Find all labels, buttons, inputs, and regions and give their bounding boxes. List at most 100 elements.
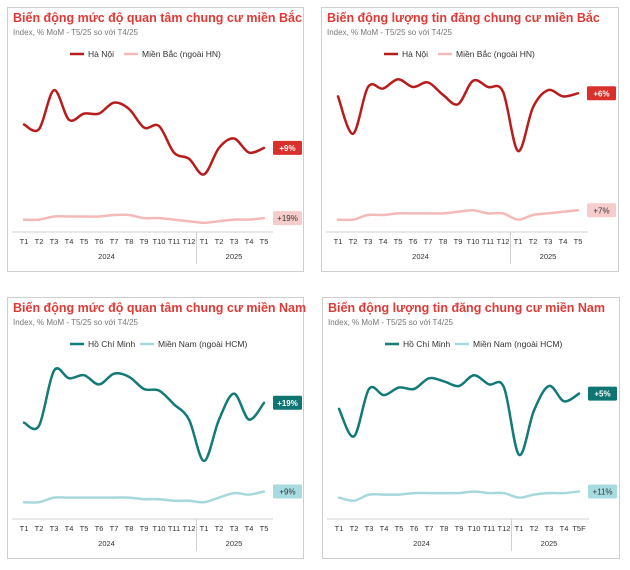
series-line-secondary xyxy=(22,490,266,504)
x-tick-label: T2 xyxy=(35,237,44,246)
value-badge-secondary xyxy=(273,484,302,499)
x-tick-label: T5F xyxy=(572,524,586,533)
chart-title: Biến động lượng tin đăng chung cư miền B… xyxy=(327,11,600,25)
x-tick-label: T10 xyxy=(467,237,480,246)
chart-subtitle: Index, % MoM - T5/25 so với T4/25 xyxy=(13,28,139,37)
x-tick-label: T3 xyxy=(365,524,374,533)
legend-label-primary: Hồ Chí Minh xyxy=(403,339,451,349)
chart-svg: Hồ Chí Minh Miền Nam (ngoài HCM)T1 T2 T3 T4 T… xyxy=(12,339,302,551)
x-tick-label: T3 xyxy=(545,524,554,533)
legend-label-primary: Hà Nội xyxy=(88,49,114,59)
x-tick-label: T6 xyxy=(410,524,419,533)
x-tick-label: T3 xyxy=(230,524,239,533)
chart-title: Biến động lượng tin đăng chung cư miền N… xyxy=(328,301,605,315)
value-badge-primary xyxy=(587,86,616,101)
x-tick-label: T4 xyxy=(560,524,569,533)
series-line-primary xyxy=(22,367,266,463)
x-tick-label: T11 xyxy=(168,237,180,246)
x-tick-label: T4 xyxy=(559,237,568,246)
x-tick-label: T3 xyxy=(544,237,553,246)
x-tick-label: T8 xyxy=(125,524,134,533)
chart-subtitle: Index, % MoM - T5/25 so với T4/25 xyxy=(13,318,139,327)
x-tick-label: T1 xyxy=(20,524,29,533)
year-label: 2025 xyxy=(541,539,558,548)
x-tick-label: T12 xyxy=(183,524,196,533)
x-tick-label: T2 xyxy=(215,524,224,533)
chart-title: Biến động mức độ quan tâm chung cư miền … xyxy=(13,301,307,315)
legend-label-secondary: Miền Nam (ngoài HCM) xyxy=(473,339,562,349)
x-tick-label: T4 xyxy=(245,237,254,246)
chart-subtitle: Index, % MoM - T5/25 so với T4/25 xyxy=(327,28,453,37)
x-tick-label: T7 xyxy=(425,524,434,533)
value-badge-secondary xyxy=(587,203,616,218)
x-tick-label: T9 xyxy=(140,524,149,533)
x-tick-label: T1 xyxy=(334,237,343,246)
x-tick-label: T5 xyxy=(574,237,583,246)
x-tick-label: T10 xyxy=(153,237,166,246)
year-label: 2025 xyxy=(540,252,557,261)
x-tick-label: T4 xyxy=(245,524,254,533)
x-tick-label: T2 xyxy=(215,237,224,246)
value-badge-primary-label: +6% xyxy=(593,89,609,98)
legend-label-secondary: Miền Bắc (ngoài HN) xyxy=(456,49,535,59)
value-badge-secondary-label: +7% xyxy=(593,206,609,215)
x-tick-label: T4 xyxy=(65,237,74,246)
x-tick-label: T12 xyxy=(183,237,196,246)
value-badge-primary xyxy=(273,140,302,155)
x-tick-label: T5 xyxy=(80,524,89,533)
x-tick-label: T1 xyxy=(20,237,29,246)
series-line-secondary xyxy=(337,490,581,502)
x-tick-label: T1 xyxy=(514,237,523,246)
x-tick-label: T10 xyxy=(153,524,166,533)
chart-panel-north-interest: Biến động mức độ quan tâm chung cư miền … xyxy=(7,7,304,272)
value-badge-secondary-label: +19% xyxy=(277,214,298,223)
x-tick-label: T11 xyxy=(482,237,494,246)
year-label: 2024 xyxy=(98,252,115,261)
legend-label-secondary: Miền Nam (ngoài HCM) xyxy=(158,339,247,349)
x-tick-label: T4 xyxy=(380,524,389,533)
x-tick-label: T9 xyxy=(140,237,149,246)
series-line-secondary xyxy=(22,213,266,225)
x-tick-label: T5 xyxy=(80,237,89,246)
series-line-primary xyxy=(337,373,581,457)
chart-svg: Hà Nội Miền Bắc (ngoài HN) T1 T2 T3 T4 T5 T6 T7 T… xyxy=(326,49,616,264)
x-tick-label: T11 xyxy=(168,524,180,533)
x-tick-label: T3 xyxy=(50,524,59,533)
legend-label-primary: Hà Nội xyxy=(402,49,428,59)
chart-panel-south-interest: Biến động mức độ quan tâm chung cư miền … xyxy=(7,297,307,559)
legend-label-secondary: Miền Bắc (ngoài HN) xyxy=(142,49,221,59)
x-tick-label: T6 xyxy=(409,237,418,246)
x-tick-label: T1 xyxy=(200,524,209,533)
chart-svg: Hồ Chí Minh Miền Nam (ngoài HCM)T1 T2 T3 T4 T… xyxy=(327,339,617,551)
year-label: 2024 xyxy=(98,539,115,548)
x-tick-label: T7 xyxy=(110,237,119,246)
x-tick-label: T8 xyxy=(439,237,448,246)
x-tick-label: T5 xyxy=(395,524,404,533)
x-tick-label: T5 xyxy=(260,524,269,533)
value-badge-primary xyxy=(588,386,617,401)
x-tick-label: T7 xyxy=(424,237,433,246)
x-tick-label: T5 xyxy=(260,237,269,246)
value-badge-primary-label: +5% xyxy=(594,390,610,399)
x-tick-label: T8 xyxy=(125,237,134,246)
year-label: 2025 xyxy=(226,539,243,548)
x-tick-label: T11 xyxy=(483,524,495,533)
chart-subtitle: Index, % MoM - T5/25 so với T4/25 xyxy=(328,318,454,327)
x-tick-label: T2 xyxy=(35,524,44,533)
chart-panel-north-listings: Biến động lượng tin đăng chung cư miền B… xyxy=(321,7,619,272)
x-tick-label: T9 xyxy=(455,524,464,533)
chart-svg: Hà Nội Miền Bắc (ngoài HN) T1 T2 T3 T4 T5 T6 T7 T… xyxy=(12,49,302,264)
year-label: 2024 xyxy=(413,539,430,548)
series-line-primary xyxy=(336,77,580,153)
x-tick-label: T4 xyxy=(65,524,74,533)
year-label: 2024 xyxy=(412,252,429,261)
x-tick-label: T2 xyxy=(530,524,539,533)
value-badge-secondary-label: +11% xyxy=(592,488,612,497)
x-tick-label: T10 xyxy=(468,524,481,533)
value-badge-primary-label: +9% xyxy=(279,144,295,153)
value-badge-primary xyxy=(273,395,302,410)
x-tick-label: T3 xyxy=(230,237,239,246)
x-tick-label: T6 xyxy=(95,524,104,533)
x-tick-label: T1 xyxy=(200,237,209,246)
value-badge-secondary xyxy=(273,211,302,226)
